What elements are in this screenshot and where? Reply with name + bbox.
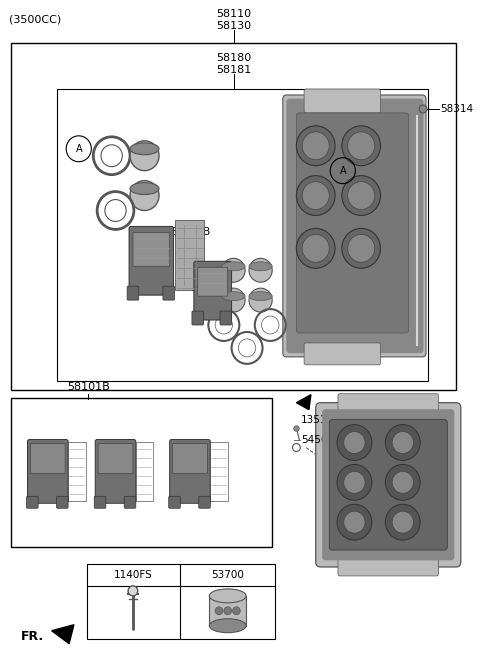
Text: 58144B: 58144B — [170, 227, 210, 237]
FancyBboxPatch shape — [129, 227, 174, 295]
Circle shape — [392, 511, 413, 533]
Polygon shape — [296, 395, 311, 410]
Circle shape — [342, 175, 381, 215]
Bar — [210, 442, 228, 501]
FancyBboxPatch shape — [329, 420, 447, 550]
FancyBboxPatch shape — [316, 403, 461, 567]
Ellipse shape — [130, 141, 159, 171]
Bar — [58, 89, 428, 381]
Ellipse shape — [130, 143, 159, 155]
Circle shape — [385, 424, 420, 461]
Bar — [11, 43, 456, 390]
FancyBboxPatch shape — [95, 440, 136, 503]
Circle shape — [348, 132, 375, 160]
Circle shape — [344, 471, 365, 493]
FancyBboxPatch shape — [198, 267, 228, 296]
Text: FR.: FR. — [21, 630, 44, 643]
Circle shape — [348, 235, 375, 262]
Circle shape — [232, 607, 240, 615]
Circle shape — [392, 471, 413, 493]
Circle shape — [385, 505, 420, 540]
Circle shape — [128, 586, 138, 596]
Text: 58130: 58130 — [216, 21, 251, 32]
Bar — [68, 442, 85, 501]
Circle shape — [337, 424, 372, 461]
Bar — [209, 596, 246, 625]
Circle shape — [385, 464, 420, 500]
Circle shape — [348, 181, 375, 210]
Ellipse shape — [209, 619, 246, 633]
FancyBboxPatch shape — [98, 443, 133, 474]
Circle shape — [392, 432, 413, 453]
Text: 58314: 58314 — [441, 104, 474, 114]
Ellipse shape — [249, 292, 272, 301]
Text: A: A — [75, 144, 82, 154]
Circle shape — [337, 505, 372, 540]
Text: 58101B: 58101B — [67, 382, 110, 392]
Text: 53700: 53700 — [211, 570, 244, 580]
FancyBboxPatch shape — [173, 443, 207, 474]
Circle shape — [342, 126, 381, 166]
FancyBboxPatch shape — [199, 496, 210, 509]
FancyBboxPatch shape — [124, 496, 136, 509]
Ellipse shape — [222, 258, 245, 283]
FancyBboxPatch shape — [220, 311, 231, 325]
FancyBboxPatch shape — [287, 99, 423, 353]
FancyBboxPatch shape — [94, 496, 106, 509]
Ellipse shape — [249, 288, 272, 312]
Text: 58110: 58110 — [216, 9, 251, 19]
Text: (3500CC): (3500CC) — [9, 14, 61, 24]
FancyBboxPatch shape — [304, 89, 381, 113]
FancyBboxPatch shape — [304, 343, 381, 365]
FancyBboxPatch shape — [323, 410, 454, 560]
Ellipse shape — [249, 258, 272, 283]
FancyBboxPatch shape — [169, 440, 210, 503]
Circle shape — [215, 607, 223, 615]
FancyBboxPatch shape — [30, 443, 65, 474]
FancyBboxPatch shape — [296, 113, 408, 333]
Circle shape — [419, 105, 427, 113]
Circle shape — [224, 607, 231, 615]
Circle shape — [344, 432, 365, 453]
Bar — [86, 564, 275, 639]
FancyBboxPatch shape — [168, 496, 180, 509]
FancyBboxPatch shape — [194, 261, 231, 320]
Text: 58180: 58180 — [216, 53, 251, 63]
Circle shape — [302, 181, 329, 210]
Ellipse shape — [130, 181, 159, 210]
Circle shape — [296, 175, 335, 215]
Circle shape — [296, 229, 335, 268]
FancyBboxPatch shape — [338, 394, 439, 412]
Text: 58181: 58181 — [216, 65, 251, 75]
Ellipse shape — [130, 183, 159, 194]
Circle shape — [337, 464, 372, 500]
Circle shape — [342, 229, 381, 268]
Ellipse shape — [222, 288, 245, 312]
FancyBboxPatch shape — [127, 286, 139, 300]
FancyBboxPatch shape — [133, 233, 169, 266]
Circle shape — [302, 235, 329, 262]
FancyBboxPatch shape — [163, 286, 175, 300]
Circle shape — [344, 511, 365, 533]
Bar — [11, 397, 272, 547]
Text: 54562D: 54562D — [301, 434, 342, 445]
Ellipse shape — [222, 292, 245, 301]
Text: A: A — [339, 166, 346, 175]
Ellipse shape — [209, 589, 246, 603]
Text: 1140FS: 1140FS — [114, 570, 152, 580]
Circle shape — [302, 132, 329, 160]
FancyBboxPatch shape — [338, 558, 439, 576]
FancyBboxPatch shape — [27, 440, 68, 503]
Ellipse shape — [222, 261, 245, 271]
Circle shape — [296, 126, 335, 166]
FancyBboxPatch shape — [192, 311, 204, 325]
FancyBboxPatch shape — [57, 496, 68, 509]
Ellipse shape — [249, 261, 272, 271]
FancyBboxPatch shape — [283, 95, 426, 357]
Polygon shape — [52, 625, 74, 644]
FancyBboxPatch shape — [26, 496, 38, 509]
Text: 1351JD: 1351JD — [301, 415, 339, 424]
Bar — [176, 221, 204, 290]
Bar — [136, 442, 153, 501]
